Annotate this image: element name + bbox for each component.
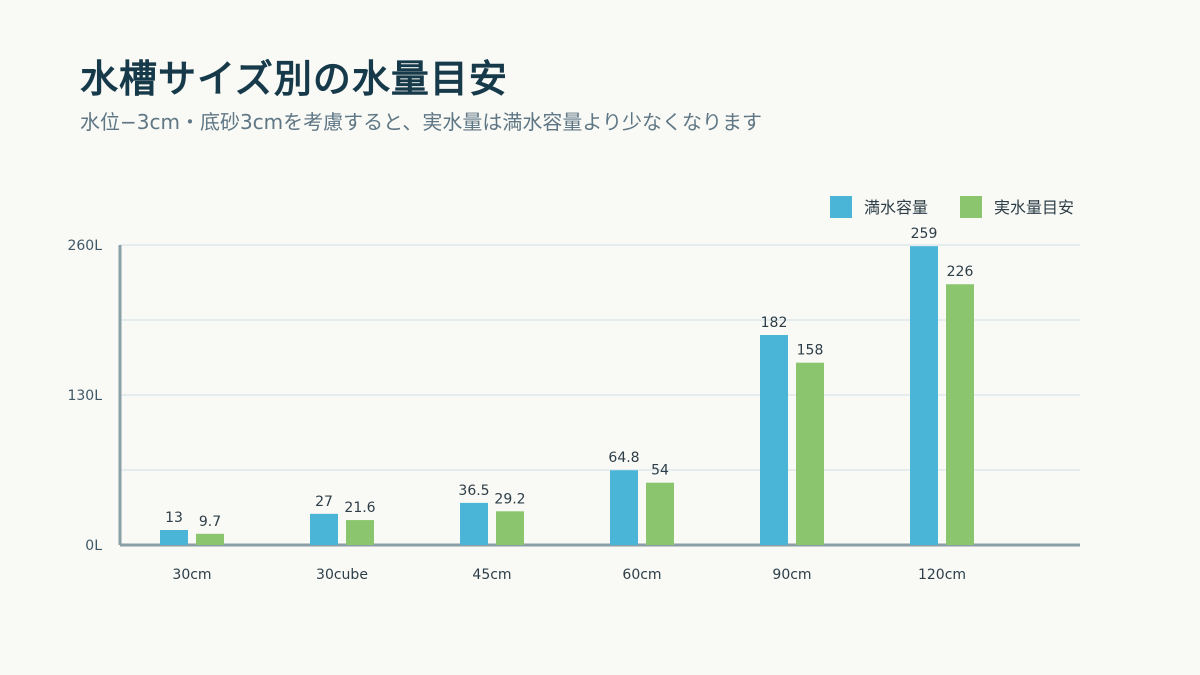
y-tick-label: 260L — [67, 238, 102, 254]
data-label: 226 — [947, 264, 974, 280]
bar-full — [610, 470, 638, 545]
bar-actual — [196, 533, 224, 545]
x-tick-label: 120cm — [918, 567, 966, 583]
data-label: 182 — [761, 315, 788, 331]
x-tick-label: 60cm — [622, 567, 661, 583]
bar-full — [310, 513, 338, 545]
x-tick-label: 90cm — [772, 567, 811, 583]
bar-actual — [496, 511, 524, 545]
bar-full — [760, 335, 788, 545]
chart-title: 水槽サイズ別の水量目安 — [80, 57, 508, 101]
chart-subtitle: 水位−3cm・底砂3cmを考慮すると、実水量は満水容量より少なくなります — [80, 110, 762, 134]
legend-swatch — [830, 196, 852, 218]
data-label: 13 — [165, 510, 183, 526]
bar-actual — [346, 520, 374, 545]
x-tick-label: 30cm — [172, 567, 211, 583]
data-label: 158 — [797, 343, 824, 359]
y-tick-label: 130L — [67, 388, 102, 404]
legend-label: 実水量目安 — [994, 198, 1074, 217]
data-label: 29.2 — [494, 491, 525, 507]
bar-full — [460, 502, 488, 545]
x-tick-label: 30cube — [316, 567, 368, 583]
legend-swatch — [960, 196, 982, 218]
data-label: 36.5 — [458, 483, 489, 499]
bar-actual — [796, 362, 824, 545]
bar-actual — [646, 482, 674, 545]
bar-full — [160, 530, 188, 545]
data-label: 259 — [911, 226, 938, 242]
y-tick-label: 0L — [85, 538, 102, 554]
data-label: 27 — [315, 494, 333, 510]
bar-actual — [946, 284, 974, 545]
data-label: 64.8 — [608, 450, 639, 466]
data-label: 21.6 — [344, 500, 375, 516]
data-label: 54 — [651, 463, 669, 479]
legend-label: 満水容量 — [864, 198, 928, 217]
x-tick-label: 45cm — [472, 567, 511, 583]
bar-full — [910, 246, 938, 545]
data-label: 9.7 — [199, 514, 221, 530]
